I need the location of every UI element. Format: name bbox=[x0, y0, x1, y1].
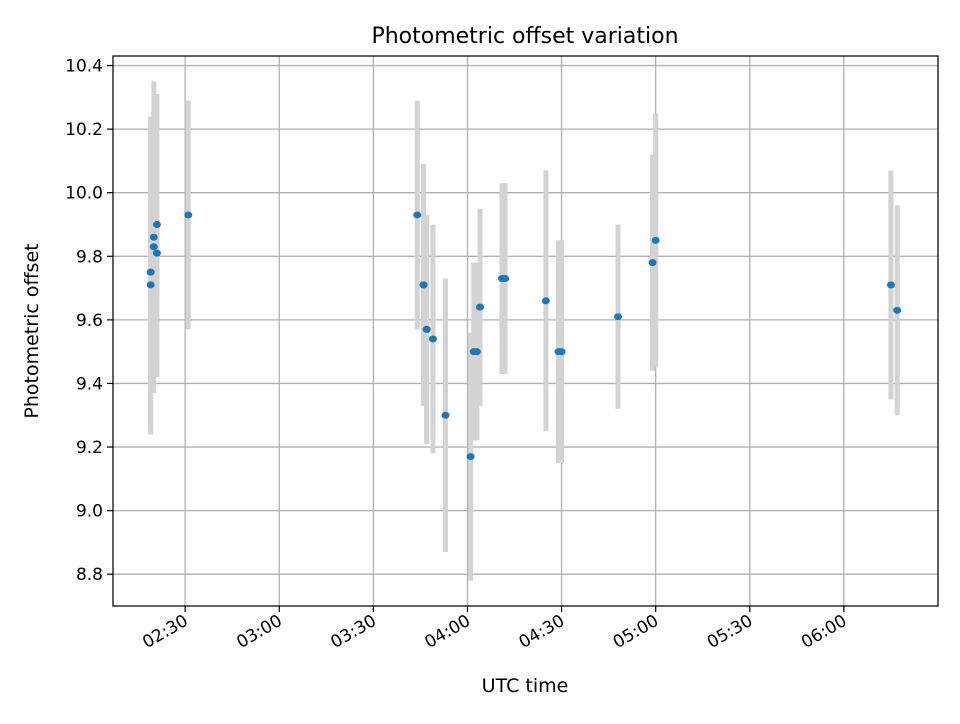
data-point bbox=[422, 325, 431, 333]
data-point bbox=[651, 236, 660, 244]
y-tick-label: 10.2 bbox=[65, 120, 103, 140]
data-point bbox=[501, 275, 510, 283]
data-point bbox=[146, 281, 155, 289]
data-point bbox=[441, 411, 450, 419]
data-point bbox=[893, 306, 902, 314]
data-point bbox=[541, 297, 550, 305]
data-points bbox=[146, 211, 902, 461]
y-tick-label: 9.6 bbox=[76, 311, 103, 331]
plot-frame bbox=[112, 55, 939, 607]
data-point bbox=[476, 303, 485, 311]
data-point bbox=[152, 220, 161, 228]
data-point bbox=[146, 268, 155, 276]
data-point bbox=[419, 281, 428, 289]
data-point bbox=[413, 211, 422, 219]
y-tick-label: 8.8 bbox=[76, 565, 103, 585]
data-point bbox=[557, 348, 566, 356]
y-tick-label: 10.4 bbox=[65, 57, 103, 77]
data-point bbox=[149, 243, 158, 251]
chart-title: Photometric offset variation bbox=[371, 24, 678, 49]
data-point bbox=[184, 211, 193, 219]
data-point bbox=[886, 281, 895, 289]
data-point bbox=[152, 249, 161, 257]
data-point bbox=[648, 259, 657, 267]
y-tick-label: 10.0 bbox=[65, 184, 103, 204]
data-point bbox=[614, 313, 623, 321]
y-tick-label: 9.8 bbox=[76, 247, 103, 267]
y-axis-ticks: 8.8 9.0 9.2 9.4 9.6 9.8 10.0 10.2 10.4 bbox=[65, 57, 113, 585]
data-point bbox=[428, 335, 437, 343]
y-tick-label: 9.2 bbox=[76, 438, 103, 458]
y-tick-label: 9.4 bbox=[76, 374, 103, 394]
y-tick-label: 9.0 bbox=[76, 502, 103, 522]
grid-lines bbox=[113, 56, 938, 606]
data-point bbox=[466, 453, 475, 461]
x-axis-label: UTC time bbox=[482, 675, 569, 697]
data-point bbox=[472, 348, 481, 356]
data-point bbox=[149, 233, 158, 241]
y-axis-label: Photometric offset bbox=[21, 243, 43, 418]
